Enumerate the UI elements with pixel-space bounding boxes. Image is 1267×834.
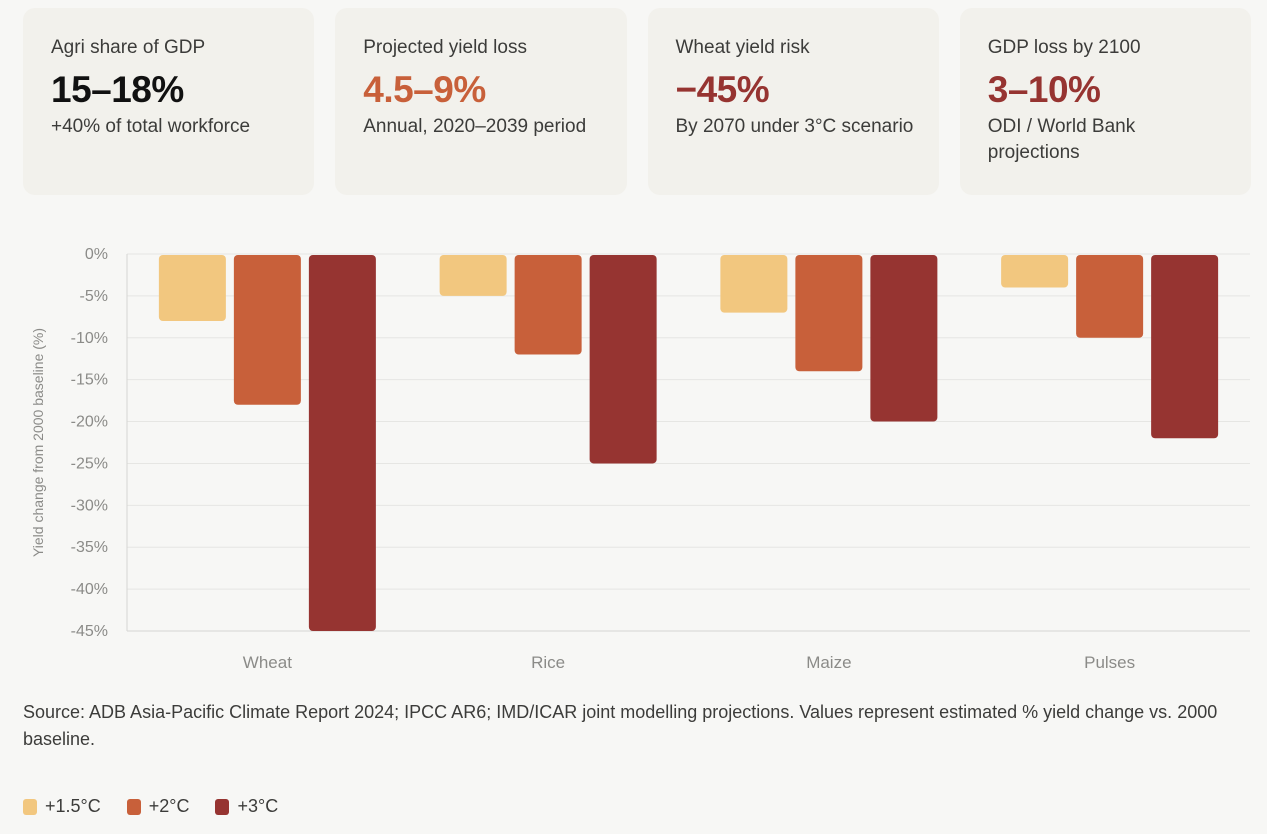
bar-pulses-3c <box>1151 255 1219 439</box>
stat-card-yield-loss: Projected yield loss 4.5–9% Annual, 2020… <box>335 8 627 195</box>
y-tick-label: -30% <box>71 497 108 514</box>
bar-rice-3c <box>589 255 657 464</box>
y-tick-label: -45% <box>71 623 108 640</box>
y-axis-title: Yield change from 2000 baseline (%) <box>30 328 46 557</box>
x-tick-label: Wheat <box>243 653 292 672</box>
bar-wheat-2c <box>233 255 301 405</box>
y-tick-label: -25% <box>71 455 108 472</box>
legend-swatch <box>215 798 230 815</box>
bar-wheat-3c <box>308 255 376 631</box>
bar-maize-15c <box>720 255 788 313</box>
card-value: −45% <box>675 69 770 110</box>
card-value: 3–10% <box>987 69 1101 110</box>
legend-label: +2°C <box>148 796 190 816</box>
y-tick-label: -15% <box>71 372 108 389</box>
y-tick-label: -10% <box>71 330 108 347</box>
y-tick-label: -20% <box>71 414 108 431</box>
card-value: 15–18% <box>51 69 184 110</box>
y-tick-label: -35% <box>71 539 108 556</box>
bar-rice-15c <box>439 255 507 296</box>
card-label: GDP loss by 2100 <box>987 37 1141 58</box>
bar-wheat-15c <box>158 255 226 322</box>
x-tick-label: Rice <box>531 653 565 672</box>
bar-pulses-15c <box>1001 255 1069 288</box>
yield-change-bar-chart: 0% -5% -10% -15% -20% -25% -30% -35% -40% -45% Wh… <box>30 246 1250 672</box>
legend-swatch <box>126 798 141 815</box>
legend-label: +1.5°C <box>45 796 101 816</box>
card-value: 4.5–9% <box>363 69 486 110</box>
card-subtext: ODI / World Bank projections <box>987 116 1136 163</box>
x-axis-labels: Wheat Rice Maize Pulses <box>243 653 1135 672</box>
stat-card-agri-share: Agri share of GDP 15–18% +40% of total w… <box>23 8 315 195</box>
card-subtext: +40% of total workforce <box>51 116 251 137</box>
bar-rice-2c <box>514 255 582 355</box>
y-tick-label: -40% <box>71 581 108 598</box>
y-tick-label: 0% <box>85 246 108 263</box>
card-label: Agri share of GDP <box>51 37 206 58</box>
card-subtext: Annual, 2020–2039 period <box>363 116 587 137</box>
stat-card-gdp-loss: GDP loss by 2100 3–10% ODI / World Bank … <box>959 8 1251 195</box>
bar-maize-2c <box>795 255 863 372</box>
legend-item-1-5c[interactable]: +1.5°C <box>23 796 101 817</box>
card-subtext: By 2070 under 3°C scenario <box>675 116 914 137</box>
source-note: Source: ADB Asia-Pacific Climate Report … <box>23 702 1218 749</box>
card-label: Projected yield loss <box>363 37 527 58</box>
bar-maize-3c <box>870 255 938 422</box>
stat-cards: Agri share of GDP 15–18% +40% of total w… <box>23 8 1251 195</box>
card-label: Wheat yield risk <box>675 37 810 58</box>
legend-swatch <box>23 798 37 815</box>
legend-item-3c[interactable]: +3°C <box>215 796 278 817</box>
y-axis-ticks: 0% -5% -10% -15% -20% -25% -30% -35% -40% -45% <box>71 246 108 640</box>
stat-card-wheat-risk: Wheat yield risk −45% By 2070 under 3°C … <box>647 8 939 195</box>
legend-label: +3°C <box>237 796 279 816</box>
x-tick-label: Pulses <box>1084 653 1135 672</box>
chart-legend: +1.5°C +2°C +3°C <box>23 796 278 817</box>
bars <box>158 255 1219 631</box>
x-tick-label: Maize <box>806 653 851 672</box>
legend-item-2c[interactable]: +2°C <box>126 796 190 817</box>
bar-pulses-2c <box>1076 255 1144 338</box>
y-tick-label: -5% <box>80 288 108 305</box>
